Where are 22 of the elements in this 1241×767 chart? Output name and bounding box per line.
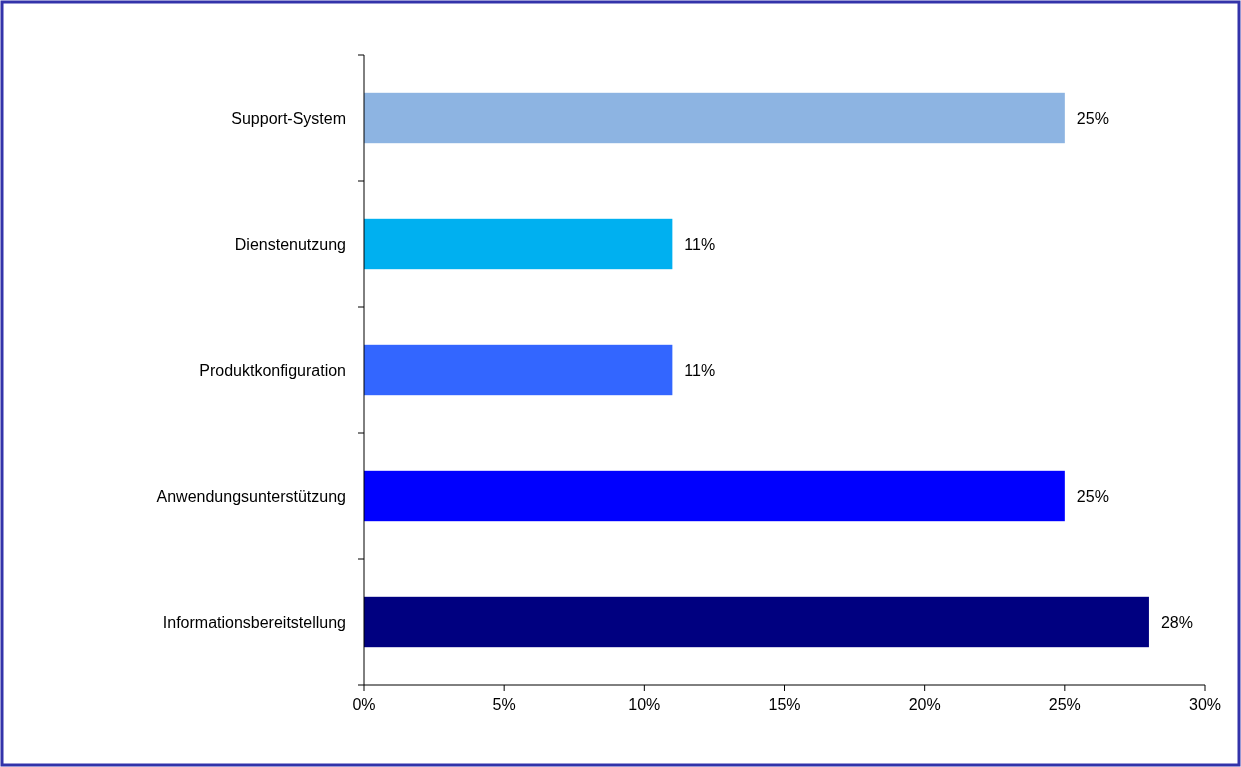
x-tick-label: 0%: [352, 696, 376, 713]
data-label: 11%: [684, 235, 716, 253]
bar: [364, 92, 1065, 144]
x-tick-label: 5%: [492, 696, 516, 713]
x-tick-label: 25%: [1048, 696, 1081, 713]
bar: [364, 218, 673, 270]
y-tick-label: Dienstenutzung: [234, 235, 346, 253]
y-tick-label: Anwendungsunterstützung: [156, 487, 346, 505]
bar: [364, 596, 1149, 648]
data-label: 28%: [1160, 613, 1193, 631]
bar: [364, 344, 673, 396]
y-tick-label: Produktkonfiguration: [199, 361, 346, 379]
data-label: 11%: [684, 361, 716, 379]
data-label: 25%: [1076, 487, 1109, 505]
y-tick-label: Support-System: [231, 109, 346, 127]
x-tick-label: 20%: [908, 696, 941, 713]
x-tick-label: 30%: [1188, 696, 1222, 713]
y-tick-label: Informationsbereitstellung: [162, 613, 346, 631]
data-label: 25%: [1076, 109, 1109, 127]
x-tick-label: 15%: [768, 696, 801, 713]
bar: [364, 470, 1065, 522]
x-tick-label: 10%: [628, 696, 661, 713]
